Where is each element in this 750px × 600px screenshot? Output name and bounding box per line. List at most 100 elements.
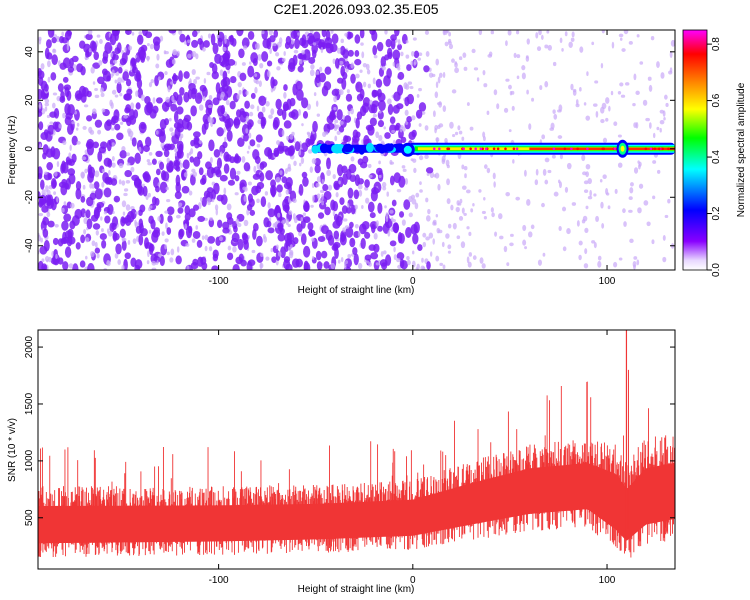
noise-mark — [94, 88, 99, 92]
noise-mark — [381, 65, 386, 71]
noise-mark — [155, 130, 159, 135]
noise-mark — [266, 37, 272, 50]
noise-mark — [44, 106, 48, 112]
noise-mark — [217, 37, 223, 47]
noise-mark — [257, 54, 262, 61]
noise-mark — [191, 238, 196, 243]
noise-mark — [461, 164, 465, 170]
noise-mark — [174, 191, 182, 200]
noise-mark — [546, 30, 550, 34]
noise-mark — [260, 117, 266, 129]
noise-mark — [670, 39, 675, 47]
noise-mark — [218, 236, 223, 242]
noise-mark — [571, 31, 575, 38]
noise-mark — [413, 50, 420, 59]
noise-mark — [283, 259, 291, 270]
noise-mark — [347, 187, 354, 199]
noise-mark — [196, 239, 203, 248]
noise-mark — [652, 195, 656, 200]
noise-mark — [387, 103, 394, 116]
noise-mark — [293, 216, 298, 224]
noise-mark — [551, 154, 556, 159]
noise-mark — [282, 198, 290, 210]
noise-mark — [166, 199, 171, 203]
noise-mark — [242, 89, 248, 97]
colorbar-gradient — [682, 29, 708, 271]
noise-mark — [288, 111, 296, 118]
noise-mark — [71, 215, 80, 227]
noise-mark — [541, 34, 544, 40]
noise-mark — [479, 257, 484, 264]
noise-mark — [466, 226, 470, 230]
noise-mark — [164, 238, 169, 243]
noise-mark — [219, 69, 224, 76]
noise-mark — [321, 250, 328, 259]
noise-mark — [445, 159, 450, 167]
noise-mark — [367, 201, 375, 213]
noise-mark — [544, 44, 549, 49]
noise-mark — [229, 76, 237, 84]
noise-mark — [345, 93, 353, 102]
noise-mark — [126, 162, 131, 166]
noise-mark — [134, 219, 137, 227]
noise-mark — [448, 38, 452, 43]
noise-mark — [255, 79, 260, 85]
noise-mark — [553, 191, 559, 197]
noise-mark — [398, 175, 406, 188]
noise-mark — [418, 102, 427, 112]
noise-mark — [259, 62, 264, 69]
noise-mark — [305, 137, 311, 148]
noise-mark — [410, 60, 413, 67]
noise-mark — [311, 237, 315, 242]
noise-mark — [350, 62, 355, 69]
noise-mark — [660, 72, 665, 79]
noise-mark — [409, 85, 414, 90]
noise-mark — [473, 67, 479, 71]
noise-mark — [181, 185, 190, 194]
noise-mark — [243, 219, 249, 227]
noise-mark — [169, 257, 174, 263]
noise-mark — [450, 204, 454, 211]
noise-mark — [224, 37, 227, 44]
noise-mark — [279, 170, 283, 176]
noise-mark — [347, 49, 354, 57]
noise-mark — [383, 126, 386, 130]
noise-mark — [39, 143, 42, 150]
noise-mark — [260, 196, 267, 208]
noise-mark — [360, 237, 366, 250]
noise-mark — [191, 68, 196, 75]
noise-mark — [112, 230, 118, 242]
noise-mark — [281, 176, 288, 184]
noise-mark — [387, 98, 392, 105]
noise-mark — [339, 234, 347, 246]
noise-mark — [285, 218, 290, 226]
noise-mark — [104, 120, 112, 131]
noise-mark — [383, 75, 391, 87]
noise-mark — [411, 198, 417, 205]
noise-mark — [468, 252, 473, 257]
noise-mark — [170, 132, 175, 137]
noise-mark — [152, 105, 159, 114]
noise-mark — [512, 159, 515, 164]
noise-mark — [405, 40, 409, 44]
noise-mark — [61, 207, 65, 213]
noise-mark — [597, 255, 602, 261]
noise-mark — [331, 33, 339, 44]
noise-mark — [138, 121, 147, 134]
noise-mark — [250, 92, 256, 99]
noise-mark — [358, 223, 367, 235]
noise-mark — [94, 119, 103, 128]
noise-mark — [330, 199, 336, 211]
noise-mark — [190, 262, 199, 270]
noise-mark — [67, 123, 74, 135]
y-tick-label: -40 — [24, 238, 35, 253]
noise-mark — [272, 223, 276, 228]
noise-mark — [601, 223, 605, 229]
noise-mark — [41, 205, 49, 213]
noise-mark — [220, 194, 228, 206]
noise-mark — [372, 45, 378, 56]
noise-mark — [432, 110, 436, 118]
noise-mark — [392, 104, 400, 114]
noise-mark — [507, 30, 512, 36]
noise-mark — [125, 78, 132, 87]
